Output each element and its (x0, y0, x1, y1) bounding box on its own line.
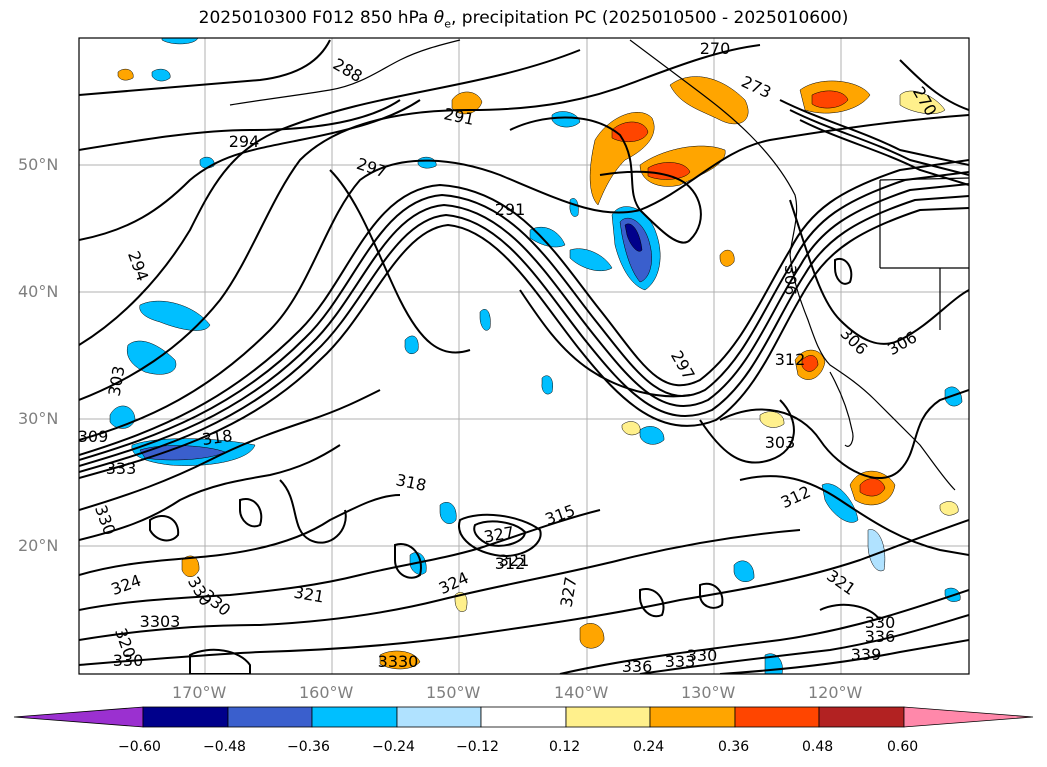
colorbar-segment (142, 706, 229, 728)
colorbar-extend-high (903, 706, 1034, 728)
lon-label: 140°W (554, 683, 609, 702)
lon-label: 160°W (299, 683, 354, 702)
colorbar-segment (734, 706, 820, 728)
colorbar-tick-label: −0.60 (118, 739, 161, 755)
contour-label: 312 (775, 350, 806, 369)
colorbar-tick-label: 0.60 (887, 739, 919, 755)
lon-label: 150°W (426, 683, 481, 702)
contour-label: 330 (687, 646, 718, 665)
colorbar-tick-label: −0.12 (456, 739, 499, 755)
colorbar-segment (396, 706, 482, 728)
lat-label: 40°N (18, 282, 59, 301)
colorbar-segment (649, 706, 736, 728)
colorbar (13, 706, 1034, 728)
contour-label: 336 (622, 657, 653, 676)
colorbar-tick-label: 0.12 (549, 739, 581, 755)
lat-label: 30°N (18, 409, 59, 428)
contour-label: 312 (495, 554, 526, 573)
contour-label: 3330 (378, 652, 419, 671)
map-title: 2025010300 F012 850 hPa θe, precipitatio… (198, 8, 849, 31)
contour-label: 270 (700, 39, 731, 58)
contour-label: 294 (229, 132, 260, 151)
colorbar-segment (227, 706, 313, 728)
contour-label: 306 (781, 265, 800, 296)
colorbar-tick-label: −0.36 (287, 739, 330, 755)
graticule (79, 38, 969, 674)
colorbar-tick-label: 0.36 (718, 739, 750, 755)
colorbar-tick-label: 0.24 (633, 739, 665, 755)
colorbar-segment (480, 706, 567, 728)
contour-label: 339 (851, 645, 882, 664)
colorbar-segment (818, 706, 905, 728)
contour-label: 330 (113, 651, 144, 670)
lon-label: 170°W (172, 683, 227, 702)
contour-label: 333 (106, 459, 137, 478)
lon-label: 120°W (808, 683, 863, 702)
lat-label: 20°N (18, 536, 59, 555)
colorbar-tick-label: 0.48 (802, 739, 834, 755)
precip-positive-shading (117, 68, 959, 670)
contour-label: 318 (201, 426, 234, 449)
contour-label: 309 (78, 427, 109, 446)
contour-label: 336 (865, 627, 896, 646)
map-frame (78, 37, 970, 675)
colorbar-tick-label: −0.24 (372, 739, 415, 755)
colorbar-segment (565, 706, 651, 728)
colorbar-segment (311, 706, 398, 728)
contour-label: 333 (665, 652, 696, 671)
contour-label: 303 (765, 433, 796, 452)
coastline (229, 39, 969, 491)
lat-label: 50°N (18, 155, 59, 174)
lon-label: 130°W (681, 683, 736, 702)
colorbar-tick-label: −0.48 (203, 739, 246, 755)
contour-label: 291 (495, 200, 526, 219)
contour-label: 3303 (140, 612, 181, 631)
colorbar-extend-low (13, 706, 144, 728)
contour-label: 330 (865, 613, 896, 632)
contour-label: 321 (499, 551, 530, 570)
